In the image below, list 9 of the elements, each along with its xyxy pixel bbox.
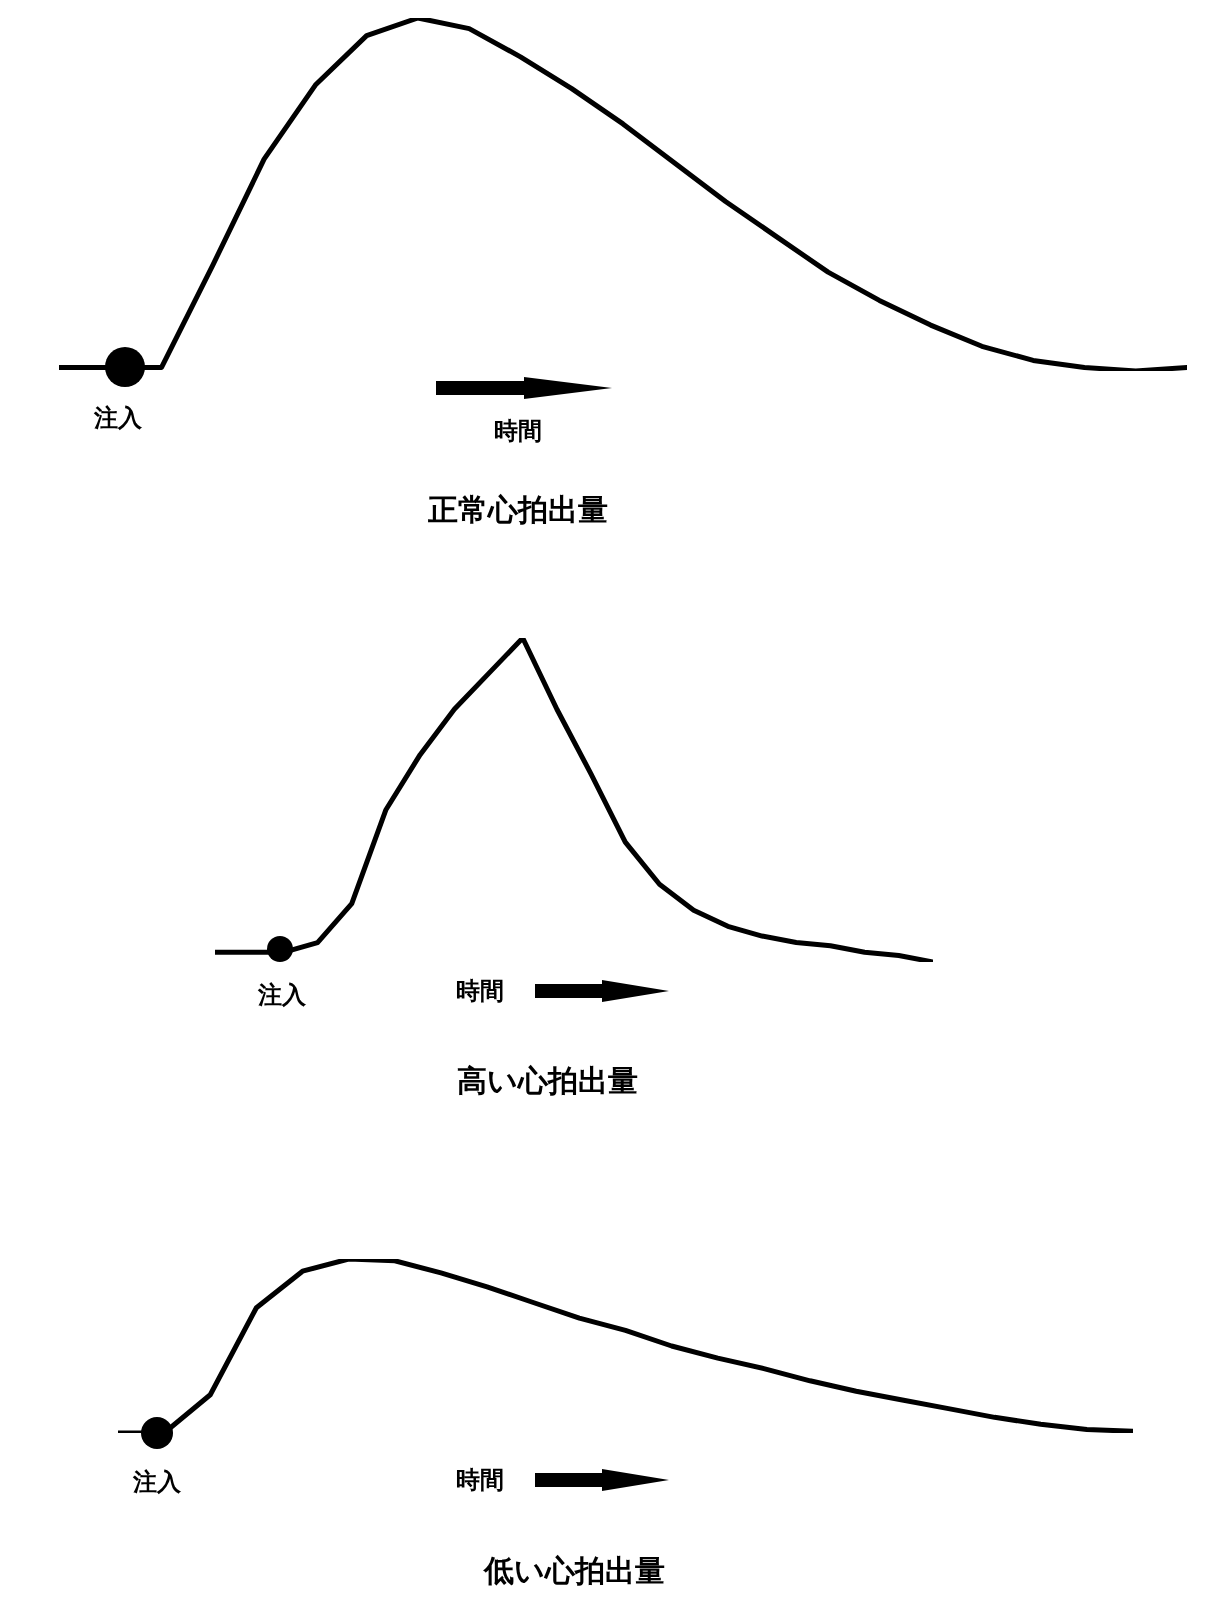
text: 時間 [456, 1465, 504, 1496]
text: 注入 [258, 980, 306, 1011]
text: 時間 [494, 416, 542, 447]
text: 正常心拍出量 [428, 490, 608, 529]
text: 低い心拍出量 [483, 1551, 665, 1590]
text: 時間 [456, 976, 504, 1007]
text: 高い心拍出量 [456, 1061, 638, 1100]
text: 注入 [133, 1467, 181, 1498]
text: 注入 [94, 403, 142, 434]
